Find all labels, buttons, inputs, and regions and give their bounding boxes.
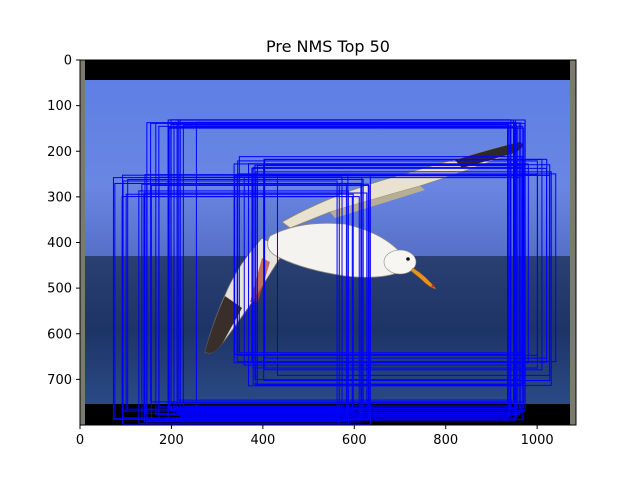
detection-box: [233, 163, 529, 364]
detection-box: [255, 171, 552, 386]
detection-box: [236, 173, 557, 363]
detection-box: [143, 196, 360, 423]
detection-box: [168, 127, 524, 408]
top-black-bar: [85, 60, 570, 80]
y-axis: 0 100 200 300 400 500 600 700: [47, 54, 80, 388]
photo: [80, 60, 576, 425]
y-tick-label: 600: [47, 327, 72, 342]
sea: [85, 256, 570, 404]
x-tick-label: 1000: [521, 433, 554, 448]
y-tick-label: 700: [47, 373, 72, 388]
detection-box: [167, 119, 526, 411]
detection-box: [146, 122, 516, 421]
detection-boxes: [112, 119, 557, 425]
x-tick-label: 200: [159, 433, 184, 448]
detection-box: [122, 180, 338, 419]
detection-box: [179, 126, 511, 418]
detection-box: [138, 190, 349, 425]
y-tick-label: 500: [47, 282, 72, 297]
right-border-strip: [570, 60, 576, 425]
y-tick-label: 300: [47, 190, 72, 205]
detection-box: [182, 124, 512, 407]
y-tick-label: 0: [64, 54, 72, 69]
x-tick-label: 600: [342, 433, 367, 448]
y-tick-label: 100: [47, 99, 72, 114]
detection-box: [144, 174, 349, 414]
detection-box: [234, 175, 523, 355]
left-border-strip: [80, 60, 85, 425]
chart-title: Pre NMS Top 50: [266, 37, 390, 56]
x-tick-label: 800: [433, 433, 458, 448]
x-tick-label: 400: [250, 433, 275, 448]
x-tick-label: 0: [76, 433, 84, 448]
detection-box: [252, 174, 538, 369]
x-axis: 0 200 400 600 800 1000: [76, 425, 554, 448]
y-tick-label: 400: [47, 236, 72, 251]
detection-box: [150, 184, 370, 420]
y-tick-label: 200: [47, 145, 72, 160]
detection-box: [263, 158, 548, 359]
